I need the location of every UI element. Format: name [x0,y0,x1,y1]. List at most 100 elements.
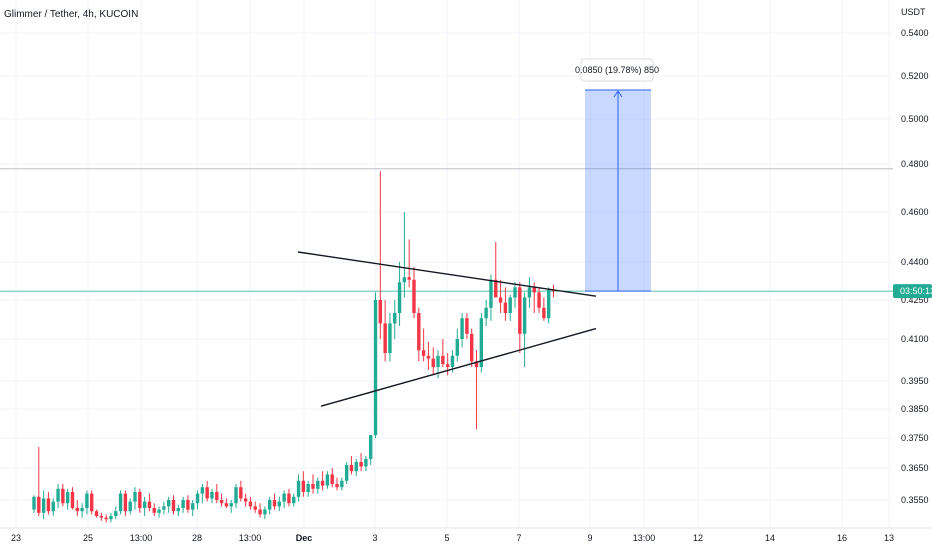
candle-body [166,500,171,507]
candle-body [421,350,426,356]
candle-body [215,492,219,500]
x-tick-label: 7 [516,533,521,543]
candle-body [114,511,118,516]
candle-body [210,492,214,499]
current-price-marker: 03:50:13 [893,284,932,299]
y-tick-label: 0.3950 [901,376,929,386]
candle-body [267,500,272,510]
currency-label: USDT [901,7,926,17]
candle-body [205,487,209,499]
candle-body [292,496,296,504]
y-tick-label: 0.5200 [901,71,929,81]
candle-body [104,517,108,520]
candle-body [470,333,474,362]
candle-body [397,282,402,313]
candle-body [258,509,262,515]
candle-body [296,480,301,497]
candle-body [118,493,123,512]
candle-body [272,500,277,507]
candle-body [479,318,484,367]
candle-body [46,498,51,512]
candle-body [498,297,503,303]
candle-body [532,287,536,293]
x-tick-label: 9 [587,533,592,543]
candle-body [393,313,397,324]
x-tick-label: 13 [884,533,894,543]
candle-body [340,480,344,488]
horizontal-levels [0,168,893,292]
symbol-title: Glimmer / Tether, 4h, KUCOIN [4,9,138,20]
candle-body [85,493,89,508]
candle-body [65,492,70,504]
candle-body [349,465,354,472]
y-tick-label: 0.3850 [901,404,929,414]
candle-body [138,492,142,508]
candle-body [344,465,349,481]
candle-body [436,355,440,367]
grid-lines [0,0,893,528]
candle-body [325,474,330,486]
candle-body [219,500,224,504]
y-tick-label: 0.3750 [901,433,929,443]
x-tick-label: 13:00 [239,533,262,543]
candle-body [109,516,113,520]
candle-body [335,484,339,488]
x-tick-label: 12 [693,533,703,543]
candle-body [407,277,411,280]
candle-body [263,509,267,515]
trendline-upper[interactable] [297,251,597,297]
candle-body [378,300,383,324]
candle-body [513,287,517,298]
y-tick-label: 0.4600 [901,207,929,217]
candle-body [248,501,253,507]
current-price-label: 03:50:13 [900,286,932,296]
candle-body [455,339,459,356]
price-axis[interactable]: 0.5400 0.5200 0.5000 0.4800 0.4600 0.4400 0.42… [901,28,929,505]
trend-lines [297,251,597,407]
candle-body [229,503,233,507]
candle-body [37,496,41,513]
y-tick-label: 0.4100 [901,334,929,344]
candle-body [224,503,229,507]
candle-body [243,498,248,502]
candle-body [330,474,334,484]
candle-body [426,355,431,359]
candle-body [373,300,378,436]
candle-body [239,487,243,499]
x-tick-label: 3 [372,533,377,543]
y-tick-label: 0.5000 [901,114,929,124]
x-tick-label: 5 [444,533,449,543]
time-axis[interactable]: 23 25 13:00 28 13:00 Dec 3 5 7 9 13:00 12 14 16 13 [11,533,894,543]
candle-body [80,508,84,512]
candle-body [494,279,498,298]
candle-body [537,292,541,308]
x-tick-label: 13:00 [130,533,153,543]
candle-body [186,500,190,510]
candle-body [383,323,387,353]
candle-body [287,493,291,504]
candle-body [90,493,94,512]
candle-body [157,509,161,513]
candle-body [142,501,147,508]
measure-tool[interactable]: 0.0850 (19.78%) 850 [575,58,659,292]
candle-body [56,488,60,502]
candle-body [503,302,508,313]
candle-body [277,501,282,507]
candle-body [200,487,205,494]
candle-body [311,484,315,489]
candle-body [147,501,152,508]
candle-body [75,508,79,512]
measure-arrowhead [613,90,623,98]
candle-body [162,506,166,510]
candle-body [364,459,368,467]
candle-body [152,508,156,513]
candle-body [417,313,421,351]
candle-body [542,307,546,319]
candle-body [508,297,512,313]
candle-body [94,511,99,516]
y-tick-label: 0.3650 [901,463,929,473]
trendline-lower[interactable] [320,327,597,407]
candle-body [460,318,464,339]
candle-body [191,503,195,510]
